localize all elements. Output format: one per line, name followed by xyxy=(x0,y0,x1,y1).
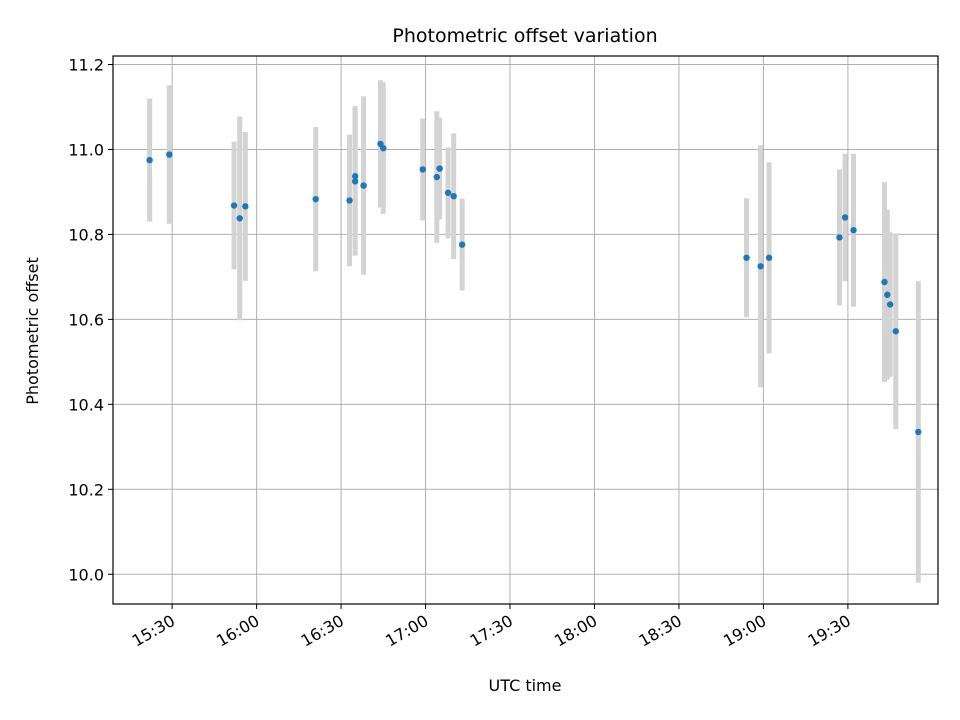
y-tick-label: 10.4 xyxy=(68,395,104,414)
data-point xyxy=(450,192,457,200)
data-point xyxy=(757,263,764,270)
y-tick-label: 10.2 xyxy=(68,480,104,499)
data-point xyxy=(915,428,922,436)
data-point xyxy=(433,173,441,181)
data-point xyxy=(230,202,238,209)
data-point xyxy=(850,226,857,234)
y-tick-label: 10.8 xyxy=(68,225,104,244)
x-axis-title: UTC time xyxy=(489,676,562,695)
data-point xyxy=(444,189,452,196)
data-point xyxy=(881,278,888,286)
y-tick-label: 10.0 xyxy=(68,565,104,584)
y-axis: 10.0 10.2 10.4 10.6 10.8 11.0 11.2 xyxy=(68,55,113,584)
data-points xyxy=(146,140,922,436)
data-point xyxy=(312,195,319,203)
data-point xyxy=(166,151,173,158)
data-point xyxy=(836,234,843,241)
data-point xyxy=(346,197,353,204)
grid xyxy=(113,56,938,604)
data-point xyxy=(146,156,153,164)
data-point xyxy=(458,241,466,248)
data-point xyxy=(892,328,899,335)
data-point xyxy=(886,301,894,308)
data-point xyxy=(351,173,359,180)
data-point xyxy=(351,178,359,185)
data-point xyxy=(743,254,750,261)
plot-frame xyxy=(112,55,939,605)
data-point xyxy=(841,214,849,221)
data-point xyxy=(236,215,243,222)
data-point xyxy=(884,291,891,298)
data-point xyxy=(419,166,426,173)
y-tick-label: 11.0 xyxy=(68,140,104,159)
data-point xyxy=(765,254,773,261)
data-point xyxy=(242,203,249,210)
data-point xyxy=(380,144,387,152)
chart-title: Photometric offset variation xyxy=(392,25,657,47)
y-axis-title: Photometric offset xyxy=(23,257,42,405)
y-tick-label: 10.6 xyxy=(68,310,104,329)
data-point xyxy=(360,182,367,189)
data-point xyxy=(436,165,443,172)
y-tick-label: 11.2 xyxy=(68,55,104,74)
